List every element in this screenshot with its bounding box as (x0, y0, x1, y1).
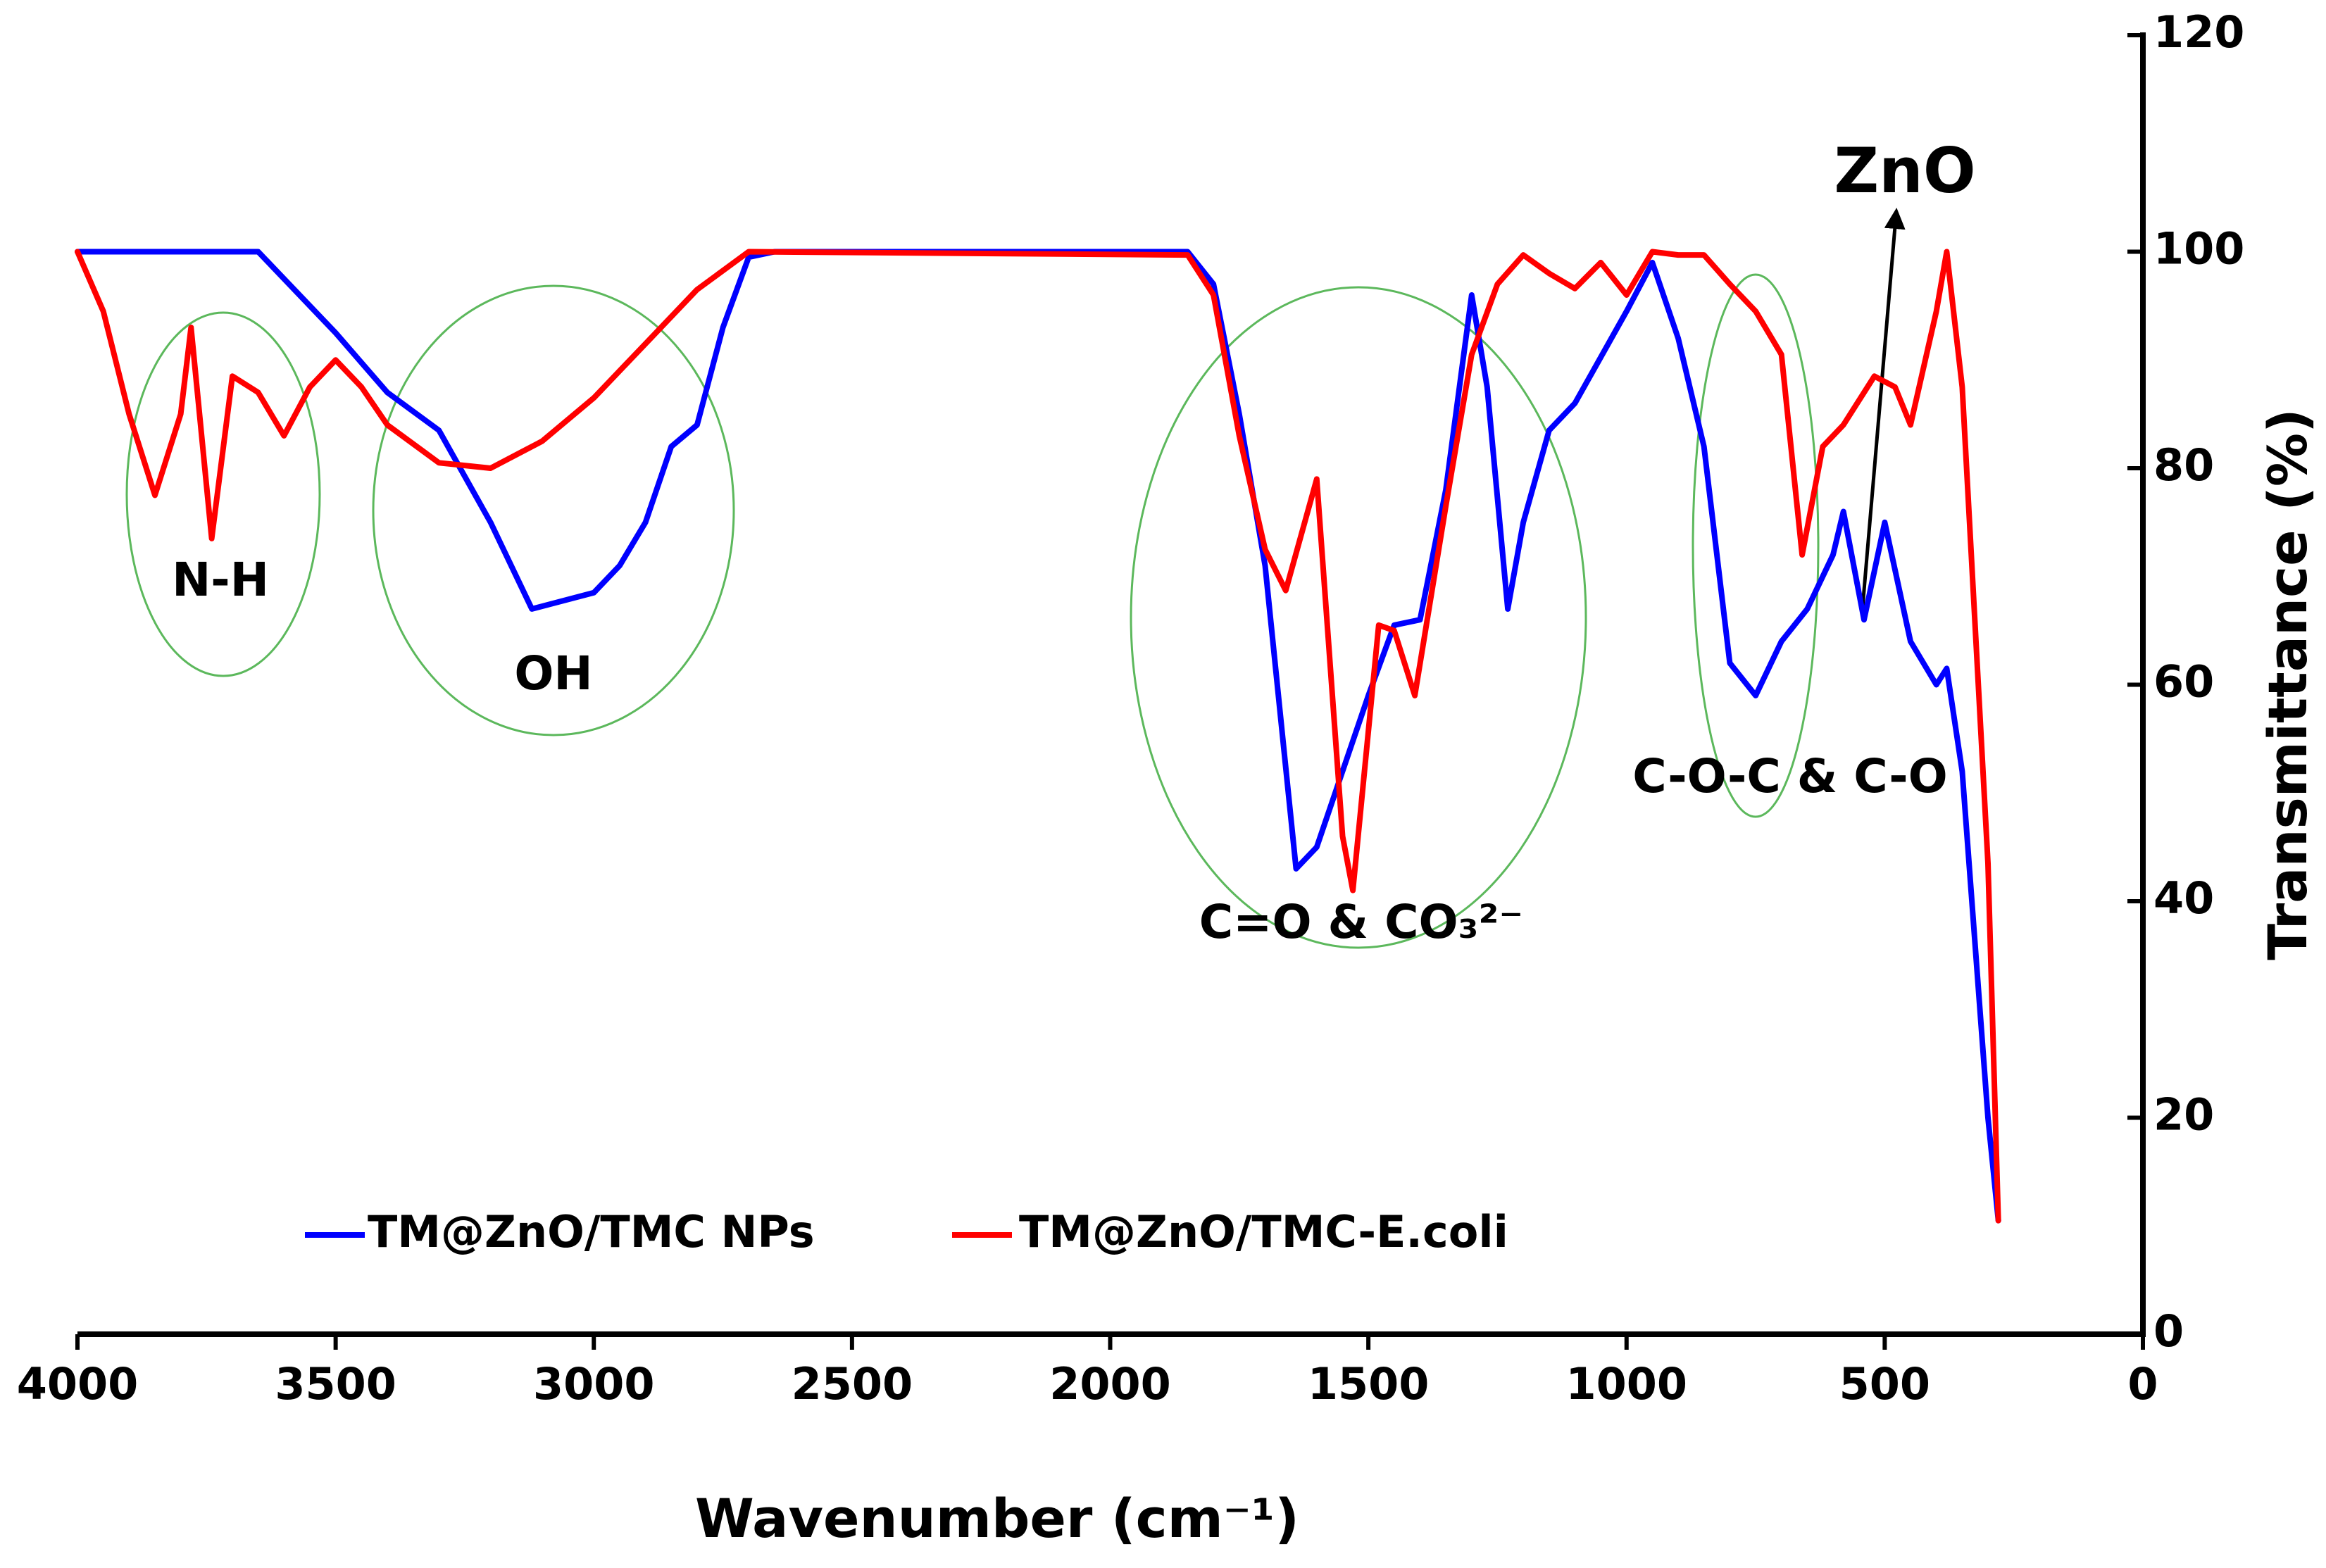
y-tick-label: 40 (2153, 872, 2214, 924)
y-tick-label: 80 (2153, 439, 2214, 491)
x-tick-label: 2000 (1049, 1358, 1171, 1410)
annotation: ZnO (1834, 134, 1975, 207)
zno-arrow (1861, 208, 1906, 608)
legend-label: TM@ZnO/TMC NPs (368, 1206, 815, 1257)
annotation: C-O-C & C-O (1632, 749, 1947, 803)
y-tick-label: 20 (2153, 1089, 2214, 1141)
y-tick-label: 120 (2153, 6, 2244, 58)
x-tick-label: 3500 (275, 1358, 396, 1410)
nh-ellipse (125, 311, 321, 677)
y-tick-label: 0 (2153, 1305, 2184, 1357)
y-tick-label: 60 (2153, 656, 2214, 708)
series-line (75, 249, 2001, 1224)
x-tick-label: 4000 (17, 1358, 139, 1410)
coc-ellipse (1692, 273, 1820, 818)
annotation: OH (514, 646, 592, 701)
annotation-ellipses (125, 273, 1820, 949)
oh-ellipse (372, 284, 735, 736)
x-tick-label: 2500 (792, 1358, 913, 1410)
x-tick-label: 1500 (1308, 1358, 1430, 1410)
legend-label: TM@ZnO/TMC-E.coli (1019, 1206, 1508, 1257)
x-tick-label: 3000 (533, 1358, 655, 1410)
x-tick-label: 1000 (1565, 1358, 1687, 1410)
x-axis-label: Wavenumber (cm⁻¹) (695, 1487, 1299, 1550)
y-axis-label: Transmittance (%) (2256, 408, 2319, 960)
annotation: C=O & CO₃²⁻ (1199, 895, 1524, 949)
annotation: N-H (172, 553, 269, 607)
co-ellipse (1130, 286, 1587, 949)
x-tick-label: 0 (2127, 1358, 2158, 1410)
x-tick-label: 500 (1839, 1358, 1930, 1410)
y-tick-label: 100 (2153, 223, 2244, 275)
